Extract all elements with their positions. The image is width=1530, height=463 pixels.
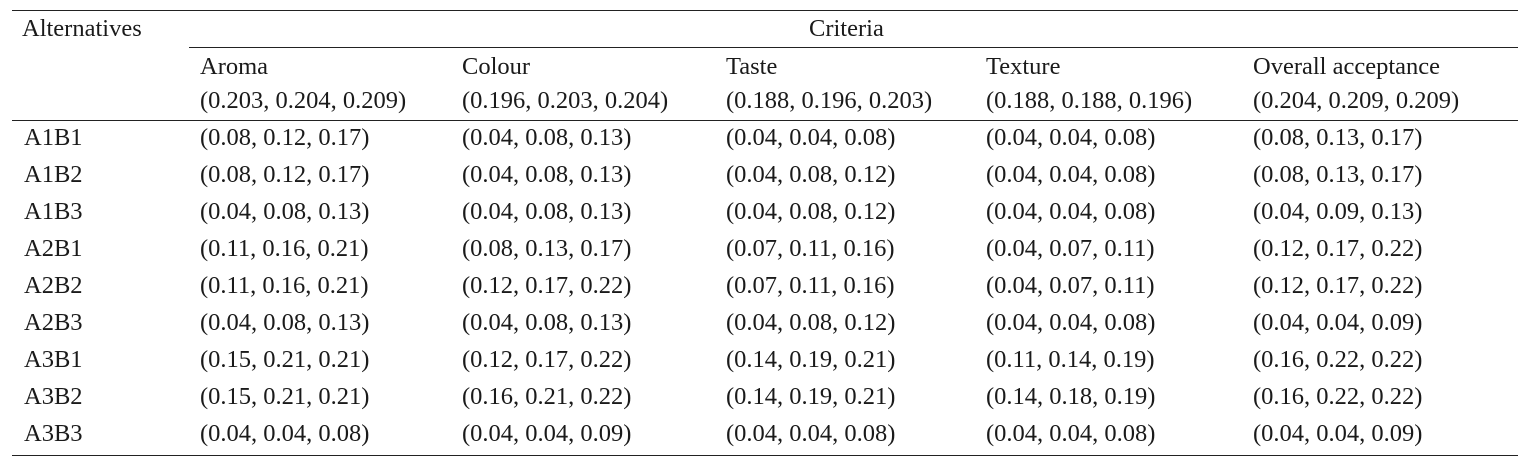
stub-header: Alternatives bbox=[22, 15, 142, 42]
table-cell: (0.04, 0.04, 0.08) bbox=[986, 420, 1156, 447]
column-header-name: Taste bbox=[726, 53, 778, 80]
column-header-name: Aroma bbox=[200, 53, 269, 80]
table-cell: (0.04, 0.07, 0.11) bbox=[986, 272, 1155, 299]
criteria-group-header: Criteria bbox=[809, 15, 884, 42]
table-cell: (0.04, 0.07, 0.11) bbox=[986, 235, 1155, 262]
table-cell: (0.04, 0.08, 0.13) bbox=[462, 161, 632, 188]
row-label: A2B2 bbox=[24, 272, 83, 299]
table-cell: (0.08, 0.12, 0.17) bbox=[200, 124, 370, 151]
row-label: A2B1 bbox=[24, 235, 83, 262]
fuzzy-decision-table: Alternatives Criteria Aroma (0.203, 0.204… bbox=[12, 0, 1518, 463]
table-cell: (0.04, 0.04, 0.08) bbox=[986, 309, 1156, 336]
table-cell: (0.04, 0.08, 0.12) bbox=[726, 309, 896, 336]
table-cell: (0.08, 0.13, 0.17) bbox=[1253, 161, 1423, 188]
table-cell: (0.14, 0.18, 0.19) bbox=[986, 383, 1156, 410]
row-label: A3B2 bbox=[24, 383, 83, 410]
table-cell: (0.04, 0.04, 0.09) bbox=[1253, 309, 1423, 336]
table-cell: (0.16, 0.21, 0.22) bbox=[462, 383, 632, 410]
column-header-name: Colour bbox=[462, 53, 531, 80]
table-cell: (0.12, 0.17, 0.22) bbox=[1253, 235, 1423, 262]
table-cell: (0.04, 0.08, 0.13) bbox=[200, 309, 370, 336]
row-label: A1B2 bbox=[24, 161, 83, 188]
table-cell: (0.04, 0.08, 0.12) bbox=[726, 198, 896, 225]
table-cell: (0.08, 0.12, 0.17) bbox=[200, 161, 370, 188]
column-header-weight: (0.203, 0.204, 0.209) bbox=[200, 87, 407, 114]
table-cell: (0.04, 0.08, 0.13) bbox=[462, 309, 632, 336]
criteria-underline-rule bbox=[189, 47, 1518, 48]
row-label: A3B1 bbox=[24, 346, 83, 373]
bottom-rule bbox=[12, 455, 1518, 456]
header-bottom-rule bbox=[12, 120, 1518, 121]
table-cell: (0.04, 0.08, 0.13) bbox=[462, 124, 632, 151]
table-cell: (0.12, 0.17, 0.22) bbox=[462, 272, 632, 299]
table-cell: (0.04, 0.04, 0.08) bbox=[986, 198, 1156, 225]
column-header-weight: (0.188, 0.188, 0.196) bbox=[986, 87, 1193, 114]
table-cell: (0.07, 0.11, 0.16) bbox=[726, 272, 895, 299]
table-cell: (0.07, 0.11, 0.16) bbox=[726, 235, 895, 262]
top-rule bbox=[12, 10, 1518, 11]
row-label: A1B1 bbox=[24, 124, 83, 151]
row-label: A1B3 bbox=[24, 198, 83, 225]
column-header-weight: (0.196, 0.203, 0.204) bbox=[462, 87, 669, 114]
table-cell: (0.04, 0.04, 0.09) bbox=[462, 420, 632, 447]
table-cell: (0.11, 0.16, 0.21) bbox=[200, 235, 369, 262]
table-cell: (0.12, 0.17, 0.22) bbox=[1253, 272, 1423, 299]
column-header-name: Overall acceptance bbox=[1253, 53, 1441, 80]
column-header-weight: (0.188, 0.196, 0.203) bbox=[726, 87, 933, 114]
table-cell: (0.04, 0.08, 0.13) bbox=[462, 198, 632, 225]
table-cell: (0.04, 0.04, 0.08) bbox=[986, 161, 1156, 188]
table-cell: (0.14, 0.19, 0.21) bbox=[726, 346, 896, 373]
table-cell: (0.04, 0.09, 0.13) bbox=[1253, 198, 1423, 225]
table-cell: (0.16, 0.22, 0.22) bbox=[1253, 383, 1423, 410]
row-label: A2B3 bbox=[24, 309, 83, 336]
table-cell: (0.11, 0.16, 0.21) bbox=[200, 272, 369, 299]
table-cell: (0.08, 0.13, 0.17) bbox=[462, 235, 632, 262]
column-header-weight: (0.204, 0.209, 0.209) bbox=[1253, 87, 1460, 114]
table-cell: (0.04, 0.04, 0.08) bbox=[726, 124, 896, 151]
row-label: A3B3 bbox=[24, 420, 83, 447]
table-cell: (0.04, 0.08, 0.13) bbox=[200, 198, 370, 225]
table-cell: (0.04, 0.08, 0.12) bbox=[726, 161, 896, 188]
table-cell: (0.15, 0.21, 0.21) bbox=[200, 383, 370, 410]
table-cell: (0.04, 0.04, 0.08) bbox=[200, 420, 370, 447]
table-cell: (0.04, 0.04, 0.08) bbox=[986, 124, 1156, 151]
table-cell: (0.15, 0.21, 0.21) bbox=[200, 346, 370, 373]
table-cell: (0.08, 0.13, 0.17) bbox=[1253, 124, 1423, 151]
table-cell: (0.04, 0.04, 0.08) bbox=[726, 420, 896, 447]
table-cell: (0.04, 0.04, 0.09) bbox=[1253, 420, 1423, 447]
table-cell: (0.14, 0.19, 0.21) bbox=[726, 383, 896, 410]
table-cell: (0.12, 0.17, 0.22) bbox=[462, 346, 632, 373]
table-cell: (0.16, 0.22, 0.22) bbox=[1253, 346, 1423, 373]
table-cell: (0.11, 0.14, 0.19) bbox=[986, 346, 1155, 373]
column-header-name: Texture bbox=[986, 53, 1061, 80]
